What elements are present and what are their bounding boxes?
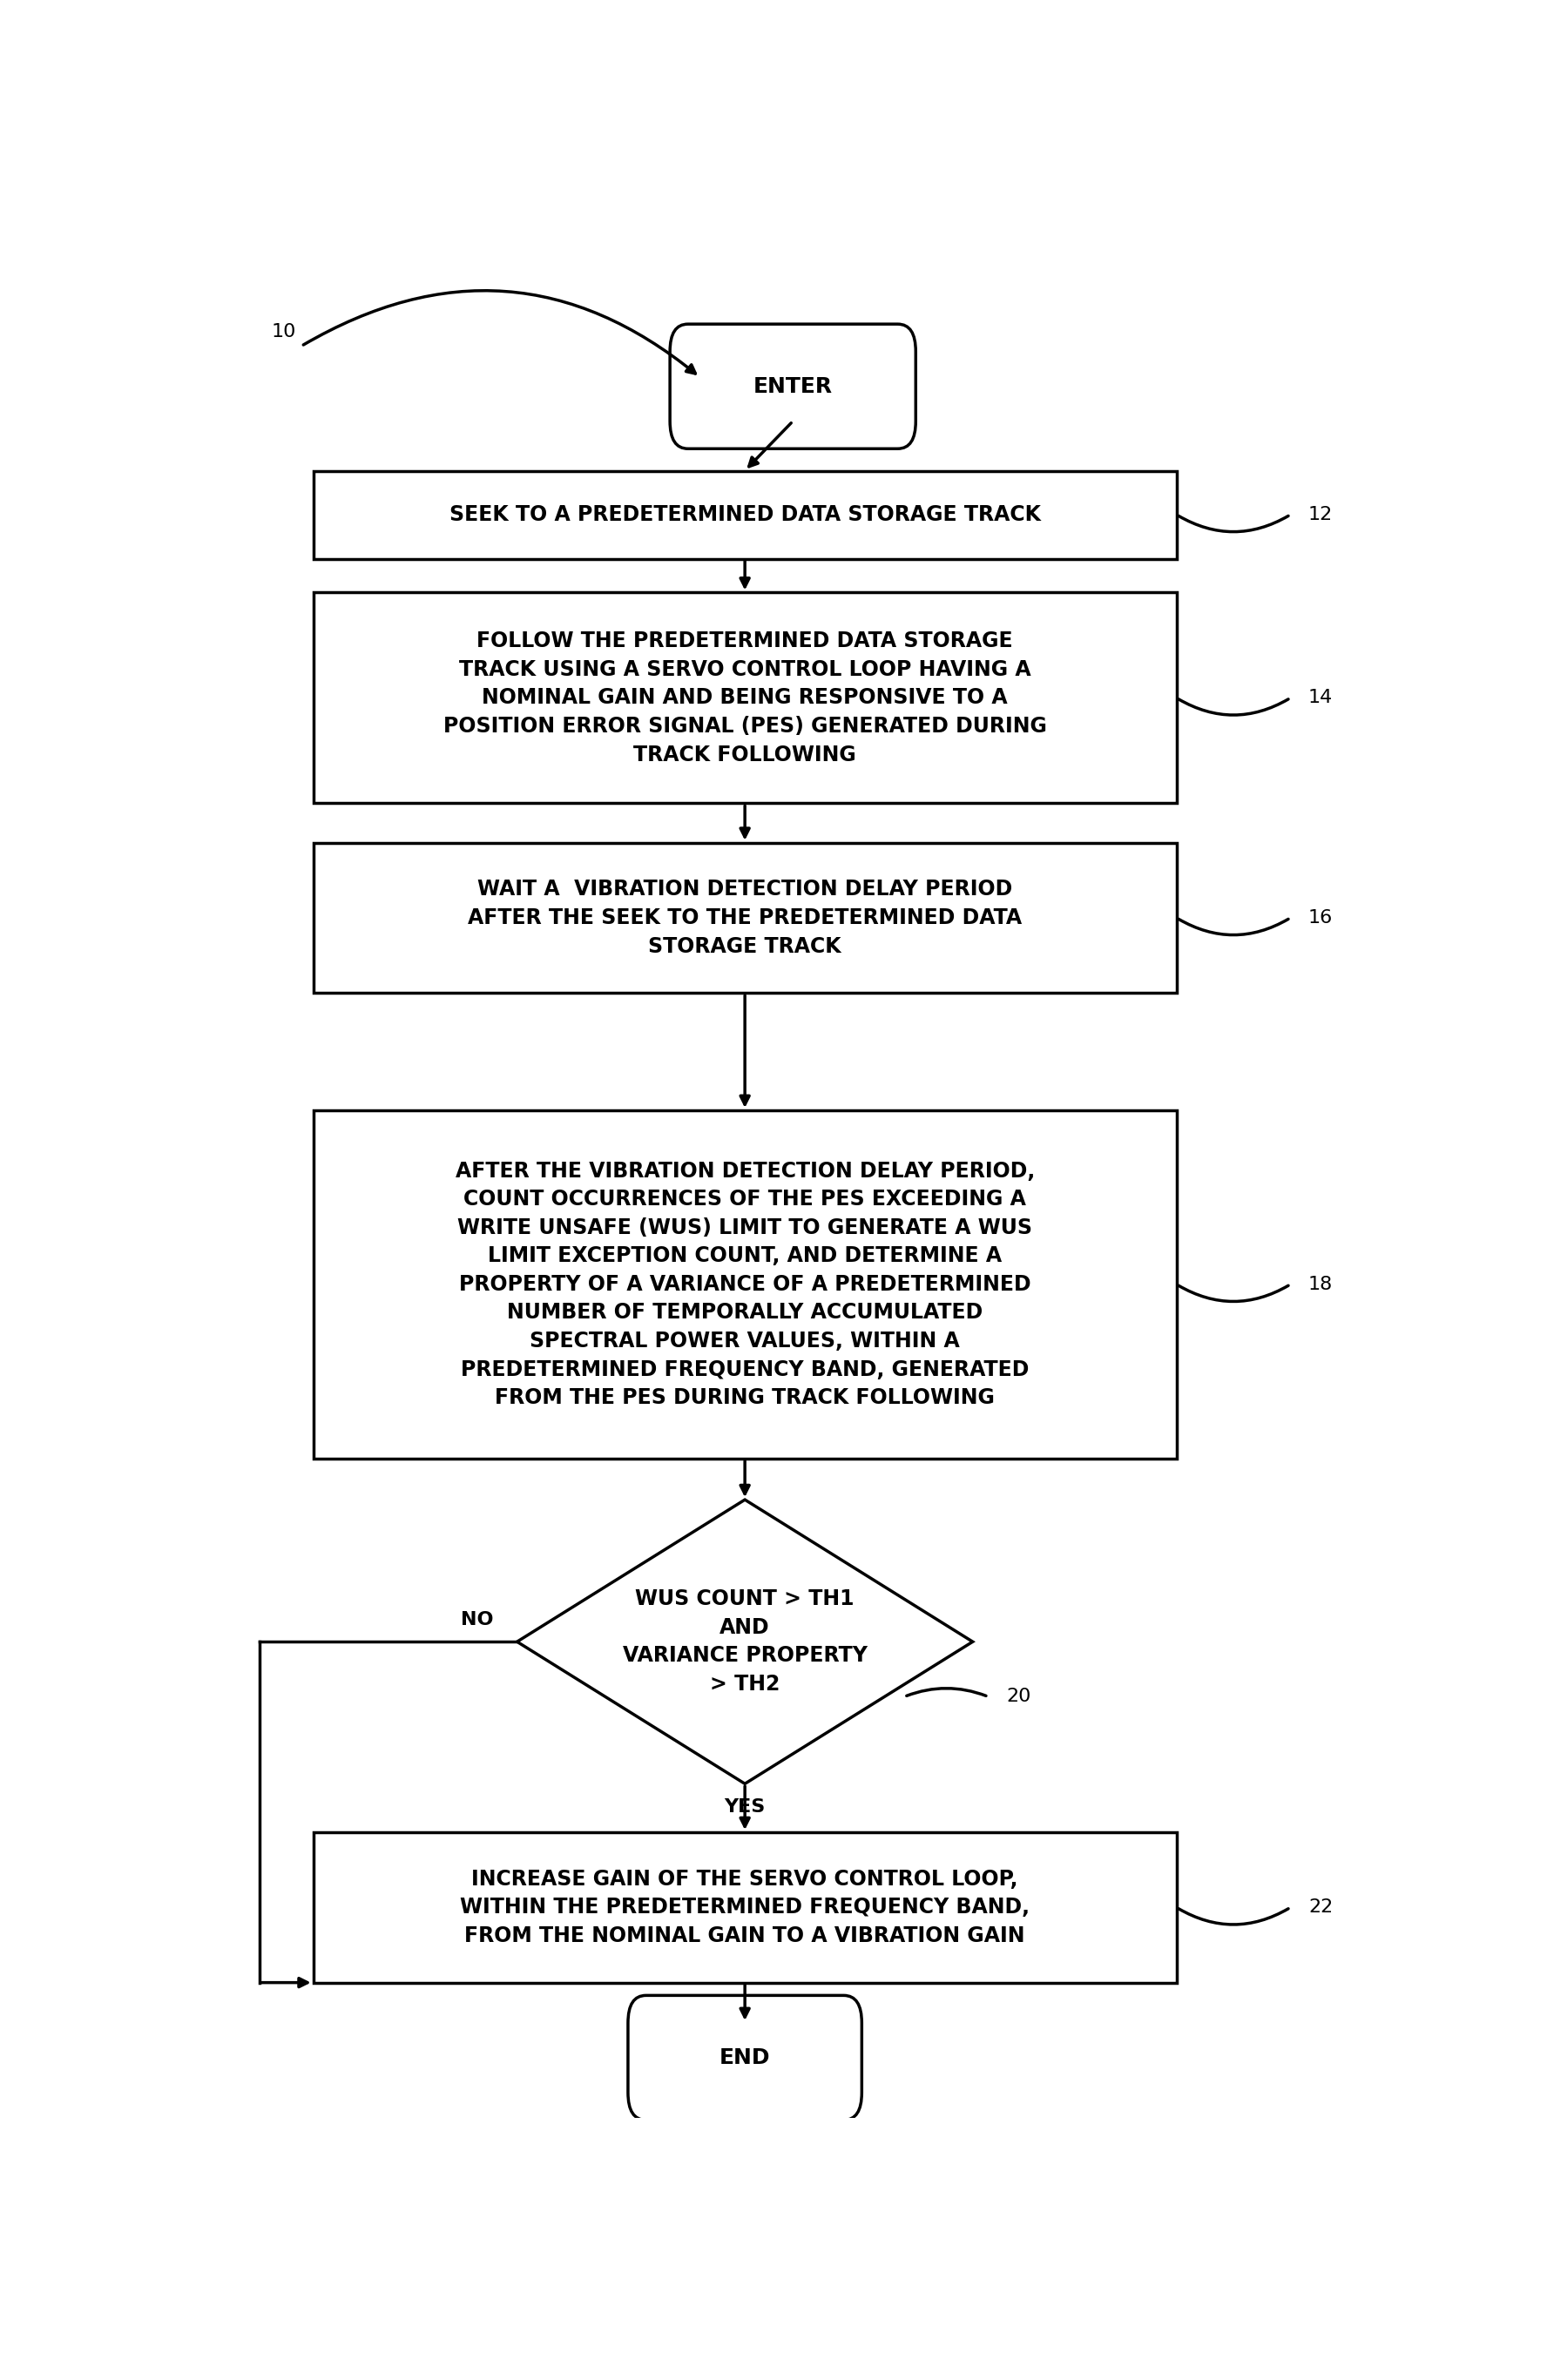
Text: WUS COUNT > TH1
AND
VARIANCE PROPERTY
> TH2: WUS COUNT > TH1 AND VARIANCE PROPERTY > … — [622, 1590, 868, 1695]
Bar — [312, 1833, 1176, 1983]
Bar — [312, 1109, 1176, 1459]
Text: YES: YES — [724, 1799, 766, 1816]
Text: 10: 10 — [271, 324, 295, 340]
Text: ENTER: ENTER — [753, 376, 832, 397]
Text: 16: 16 — [1309, 909, 1334, 926]
Text: AFTER THE VIBRATION DETECTION DELAY PERIOD,
COUNT OCCURRENCES OF THE PES EXCEEDI: AFTER THE VIBRATION DETECTION DELAY PERI… — [455, 1161, 1035, 1409]
Text: FOLLOW THE PREDETERMINED DATA STORAGE
TRACK USING A SERVO CONTROL LOOP HAVING A
: FOLLOW THE PREDETERMINED DATA STORAGE TR… — [442, 631, 1047, 764]
Bar — [312, 843, 1176, 992]
Bar — [312, 471, 1176, 559]
Text: 18: 18 — [1309, 1276, 1334, 1292]
Text: END: END — [719, 2047, 770, 2068]
Bar — [312, 593, 1176, 804]
Text: WAIT A  VIBRATION DETECTION DELAY PERIOD
AFTER THE SEEK TO THE PREDETERMINED DAT: WAIT A VIBRATION DETECTION DELAY PERIOD … — [467, 878, 1023, 957]
FancyBboxPatch shape — [670, 324, 916, 450]
Text: SEEK TO A PREDETERMINED DATA STORAGE TRACK: SEEK TO A PREDETERMINED DATA STORAGE TRA… — [449, 505, 1041, 526]
FancyBboxPatch shape — [628, 1994, 862, 2121]
Polygon shape — [517, 1499, 973, 1783]
Text: 12: 12 — [1309, 507, 1334, 524]
Text: 14: 14 — [1309, 690, 1334, 707]
Text: INCREASE GAIN OF THE SERVO CONTROL LOOP,
WITHIN THE PREDETERMINED FREQUENCY BAND: INCREASE GAIN OF THE SERVO CONTROL LOOP,… — [459, 1868, 1030, 1947]
Text: 20: 20 — [1006, 1687, 1030, 1706]
Text: NO: NO — [461, 1611, 493, 1628]
Text: 22: 22 — [1309, 1899, 1334, 1916]
